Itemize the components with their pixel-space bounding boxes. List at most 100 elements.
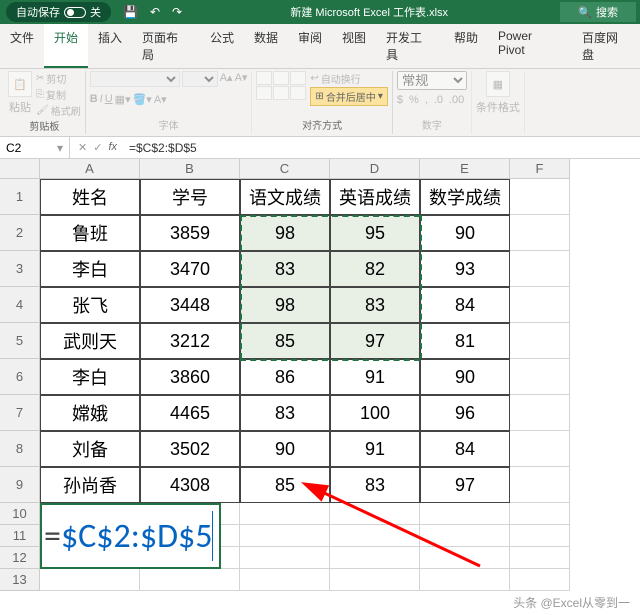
cell-F7[interactable] — [510, 395, 570, 431]
cell-E8[interactable]: 84 — [420, 431, 510, 467]
cell-E2[interactable]: 90 — [420, 215, 510, 251]
wrap-button[interactable]: ↩ 自动换行 — [310, 71, 387, 86]
cell-D9[interactable]: 83 — [330, 467, 420, 503]
align-grid[interactable] — [256, 71, 306, 100]
dec-dec-icon[interactable]: .00 — [449, 94, 464, 106]
row-header-12[interactable]: 12 — [0, 547, 40, 569]
fill-color-icon[interactable]: 🪣▾ — [133, 93, 152, 106]
cell-D5[interactable]: 97 — [330, 323, 420, 359]
cell-E11[interactable] — [420, 525, 510, 547]
tab-formulas[interactable]: 公式 — [200, 24, 244, 68]
cell-D13[interactable] — [330, 569, 420, 591]
cell-C4[interactable]: 98 — [240, 287, 330, 323]
cell-E12[interactable] — [420, 547, 510, 569]
cell-D12[interactable] — [330, 547, 420, 569]
name-box[interactable]: C2▾ — [0, 137, 70, 158]
format-painter-button[interactable]: 🖌 格式刷 — [36, 103, 81, 118]
cell-C1[interactable]: 语文成绩 — [240, 179, 330, 215]
cell-F6[interactable] — [510, 359, 570, 395]
search-box[interactable]: 🔍 搜索 — [560, 2, 636, 22]
cell-F4[interactable] — [510, 287, 570, 323]
cell-F13[interactable] — [510, 569, 570, 591]
cell-C5[interactable]: 85 — [240, 323, 330, 359]
merge-button[interactable]: ⊞ 合并后居中 ▾ — [310, 87, 387, 106]
cell-F11[interactable] — [510, 525, 570, 547]
tab-baidu[interactable]: 百度网盘 — [572, 24, 640, 68]
comma-icon[interactable]: , — [425, 94, 428, 106]
cell-A13[interactable] — [40, 569, 140, 591]
col-header-D[interactable]: D — [330, 159, 420, 179]
tab-review[interactable]: 审阅 — [288, 24, 332, 68]
cell-E13[interactable] — [420, 569, 510, 591]
col-header-E[interactable]: E — [420, 159, 510, 179]
font-family[interactable] — [90, 71, 180, 87]
tab-home[interactable]: 开始 — [44, 24, 88, 68]
cell-B9[interactable]: 4308 — [140, 467, 240, 503]
cell-D10[interactable] — [330, 503, 420, 525]
row-header-4[interactable]: 4 — [0, 287, 40, 323]
cell-E5[interactable]: 81 — [420, 323, 510, 359]
cell-D8[interactable]: 91 — [330, 431, 420, 467]
cell-E10[interactable] — [420, 503, 510, 525]
cell-D4[interactable]: 83 — [330, 287, 420, 323]
row-header-11[interactable]: 11 — [0, 525, 40, 547]
cell-A4[interactable]: 张飞 — [40, 287, 140, 323]
cell-C12[interactable] — [240, 547, 330, 569]
row-header-10[interactable]: 10 — [0, 503, 40, 525]
tab-data[interactable]: 数据 — [244, 24, 288, 68]
number-format[interactable]: 常规 — [397, 71, 467, 90]
row-header-2[interactable]: 2 — [0, 215, 40, 251]
cell-B8[interactable]: 3502 — [140, 431, 240, 467]
cell-E3[interactable]: 93 — [420, 251, 510, 287]
tab-file[interactable]: 文件 — [0, 24, 44, 68]
cell-B3[interactable]: 3470 — [140, 251, 240, 287]
cell-D1[interactable]: 英语成绩 — [330, 179, 420, 215]
cell-D11[interactable] — [330, 525, 420, 547]
cell-F5[interactable] — [510, 323, 570, 359]
cell-C13[interactable] — [240, 569, 330, 591]
row-header-7[interactable]: 7 — [0, 395, 40, 431]
cell-D7[interactable]: 100 — [330, 395, 420, 431]
cell-F3[interactable] — [510, 251, 570, 287]
currency-icon[interactable]: $ — [397, 94, 403, 106]
cell-B1[interactable]: 学号 — [140, 179, 240, 215]
italic-button[interactable]: I — [100, 93, 103, 106]
tab-layout[interactable]: 页面布局 — [132, 24, 200, 68]
cell-C7[interactable]: 83 — [240, 395, 330, 431]
cell-C6[interactable]: 86 — [240, 359, 330, 395]
cell-D3[interactable]: 82 — [330, 251, 420, 287]
tab-powerpivot[interactable]: Power Pivot — [488, 24, 572, 68]
cell-F9[interactable] — [510, 467, 570, 503]
cond-format-button[interactable]: ▦ 条件格式 — [476, 71, 520, 115]
cell-A3[interactable]: 李白 — [40, 251, 140, 287]
cell-C11[interactable] — [240, 525, 330, 547]
cell-A5[interactable]: 武则天 — [40, 323, 140, 359]
row-header-9[interactable]: 9 — [0, 467, 40, 503]
enter-icon[interactable]: ✓ — [93, 141, 102, 154]
autosave-toggle[interactable]: 自动保存 关 — [6, 2, 111, 22]
shrink-font-icon[interactable]: A▾ — [235, 71, 248, 87]
fx-icon[interactable]: fx — [108, 141, 117, 154]
bold-button[interactable]: B — [90, 93, 98, 106]
cell-A2[interactable]: 鲁班 — [40, 215, 140, 251]
cell-E7[interactable]: 96 — [420, 395, 510, 431]
tab-developer[interactable]: 开发工具 — [376, 24, 444, 68]
percent-icon[interactable]: % — [409, 94, 419, 106]
cell-B2[interactable]: 3859 — [140, 215, 240, 251]
cell-A1[interactable]: 姓名 — [40, 179, 140, 215]
cell-D6[interactable]: 91 — [330, 359, 420, 395]
col-header-A[interactable]: A — [40, 159, 140, 179]
font-size[interactable] — [182, 71, 218, 87]
cell-E6[interactable]: 90 — [420, 359, 510, 395]
inc-dec-icon[interactable]: .0 — [434, 94, 443, 106]
cell-B4[interactable]: 3448 — [140, 287, 240, 323]
cell-C3[interactable]: 83 — [240, 251, 330, 287]
row-header-3[interactable]: 3 — [0, 251, 40, 287]
save-icon[interactable]: 💾 — [123, 5, 138, 19]
cell-A8[interactable]: 刘备 — [40, 431, 140, 467]
tab-view[interactable]: 视图 — [332, 24, 376, 68]
formula-input[interactable]: =$C$2:$D$5 — [125, 141, 640, 155]
copy-button[interactable]: ⎘ 复制 — [36, 87, 81, 102]
cell-E4[interactable]: 84 — [420, 287, 510, 323]
border-icon[interactable]: ▦▾ — [115, 93, 131, 106]
